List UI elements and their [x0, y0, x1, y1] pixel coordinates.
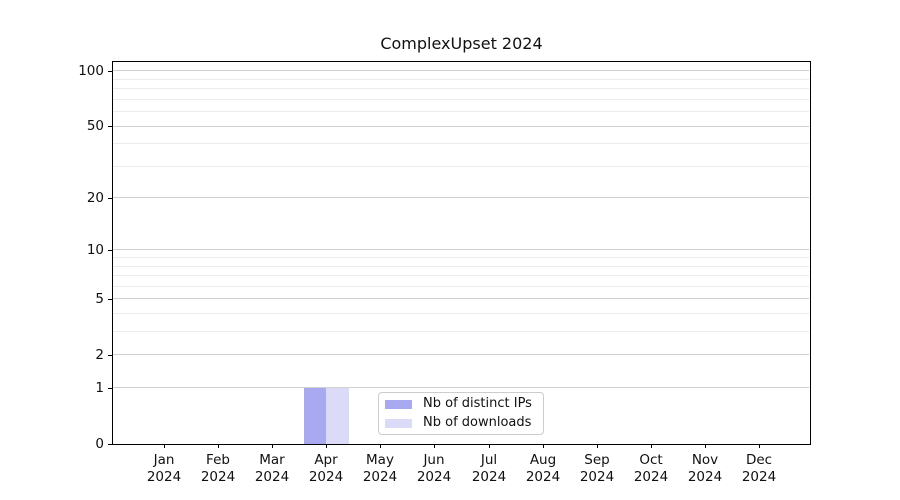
- x-axis-tick: [597, 444, 598, 448]
- gridline-minor: [113, 257, 809, 258]
- x-axis-tick: [543, 444, 544, 448]
- legend-swatch-distinct-ips-icon: [385, 399, 412, 409]
- x-label-month: Mar: [259, 452, 285, 468]
- x-label-month: Nov: [691, 452, 719, 468]
- x-label-year: 2024: [362, 469, 398, 485]
- gridline-major: [113, 249, 809, 250]
- gridline-major: [113, 197, 809, 198]
- x-axis-tick: [434, 444, 435, 448]
- x-axis-tick: [489, 444, 490, 448]
- gridline-minor: [113, 286, 809, 287]
- x-label-year: 2024: [146, 469, 182, 485]
- y-axis-tick: [108, 126, 112, 127]
- x-axis-tick-label: Apr 2024: [294, 452, 358, 486]
- x-label-year: 2024: [416, 469, 452, 485]
- y-axis-tick: [108, 388, 112, 389]
- x-axis-tick: [164, 444, 165, 448]
- x-axis-tick-label: May 2024: [348, 452, 412, 486]
- x-axis-tick: [272, 444, 273, 448]
- gridline-minor: [113, 266, 809, 267]
- x-axis-tick-label: Nov 2024: [673, 452, 737, 486]
- x-axis-tick-label: Sep 2024: [565, 452, 629, 486]
- legend-item-distinct-ips: Nb of distinct IPs: [385, 396, 537, 412]
- gridline-major: [113, 298, 809, 299]
- x-label-month: Apr: [314, 452, 338, 468]
- x-axis-tick: [759, 444, 760, 448]
- gridline-minor: [113, 88, 809, 89]
- gridline-minor: [113, 143, 809, 144]
- gridline-minor: [113, 99, 809, 100]
- bar-distinct-ips: [304, 387, 327, 444]
- x-label-month: Feb: [206, 452, 230, 468]
- x-label-month: Jul: [480, 452, 498, 468]
- y-axis-tick-label: 20: [86, 190, 104, 206]
- x-label-month: Jun: [423, 452, 445, 468]
- gridline-minor: [113, 331, 809, 332]
- x-axis-tick: [326, 444, 327, 448]
- x-axis-tick-label: Jan 2024: [132, 452, 196, 486]
- x-label-year: 2024: [525, 469, 561, 485]
- y-axis-tick: [108, 71, 112, 72]
- y-axis-tick: [108, 250, 112, 251]
- x-axis-tick-label: Jul 2024: [457, 452, 521, 486]
- x-label-year: 2024: [200, 469, 236, 485]
- gridline-minor: [113, 79, 809, 80]
- x-label-year: 2024: [633, 469, 669, 485]
- y-axis-tick-label: 0: [95, 436, 104, 452]
- y-axis-tick: [108, 444, 112, 445]
- legend-label-downloads: Nb of downloads: [423, 415, 532, 430]
- x-axis-tick: [218, 444, 219, 448]
- x-label-year: 2024: [308, 469, 344, 485]
- x-axis-tick-label: Dec 2024: [727, 452, 791, 486]
- x-label-year: 2024: [579, 469, 615, 485]
- x-label-month: Dec: [745, 452, 773, 468]
- x-label-year: 2024: [687, 469, 723, 485]
- legend-label-distinct-ips: Nb of distinct IPs: [423, 396, 532, 411]
- gridline-minor: [113, 275, 809, 276]
- legend: Nb of distinct IPs Nb of downloads: [378, 392, 544, 435]
- gridline-minor: [113, 313, 809, 314]
- y-axis-tick-label: 10: [86, 242, 104, 258]
- x-axis-tick-label: Aug 2024: [511, 452, 575, 486]
- y-axis-tick-label: 5: [95, 291, 104, 307]
- x-axis-tick-label: Jun 2024: [402, 452, 466, 486]
- x-label-month: Aug: [529, 452, 557, 468]
- chart-title: ComplexUpset 2024: [380, 34, 543, 53]
- y-axis-tick-label: 100: [78, 63, 104, 79]
- y-axis-tick: [108, 355, 112, 356]
- gridline-minor: [113, 166, 809, 167]
- y-axis-tick-label: 2: [95, 347, 104, 363]
- x-axis-tick-label: Oct 2024: [619, 452, 683, 486]
- legend-item-downloads: Nb of downloads: [385, 415, 537, 431]
- y-axis-tick: [108, 198, 112, 199]
- gridline-minor: [113, 111, 809, 112]
- x-label-month: Oct: [639, 452, 663, 468]
- x-label-month: Jan: [153, 452, 175, 468]
- x-label-month: Sep: [584, 452, 610, 468]
- x-axis-tick-label: Feb 2024: [186, 452, 250, 486]
- x-label-year: 2024: [471, 469, 507, 485]
- y-axis-tick-label: 50: [86, 118, 104, 134]
- gridline-major: [113, 126, 809, 127]
- gridline-major: [113, 354, 809, 355]
- x-axis-tick-label: Mar 2024: [240, 452, 304, 486]
- legend-swatch-downloads-icon: [385, 418, 412, 428]
- y-axis-tick: [108, 299, 112, 300]
- x-axis-tick: [380, 444, 381, 448]
- y-axis-tick-label: 1: [95, 380, 104, 396]
- x-label-month: May: [366, 452, 394, 468]
- gridline-major: [113, 70, 809, 71]
- x-label-year: 2024: [254, 469, 290, 485]
- x-label-year: 2024: [741, 469, 777, 485]
- x-axis-tick: [705, 444, 706, 448]
- x-axis-tick: [651, 444, 652, 448]
- gridline-major: [113, 387, 809, 388]
- bar-downloads: [326, 387, 349, 444]
